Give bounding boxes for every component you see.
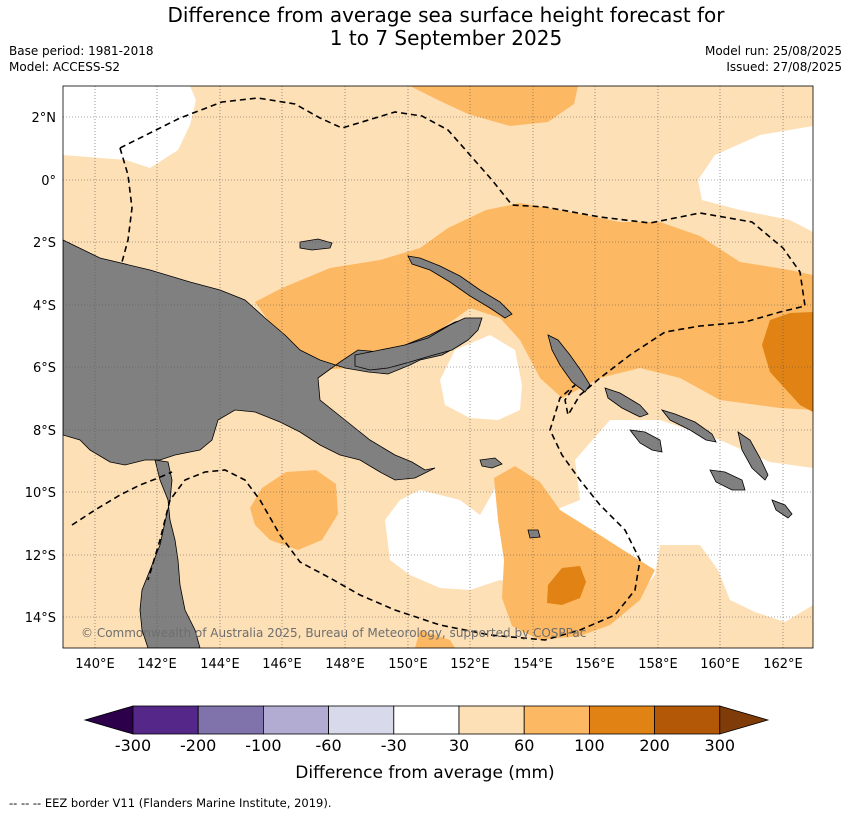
lat-label: 6°S [33, 361, 56, 376]
latitude-labels: 2°N 0° 2°S 4°S 6°S 8°S 10°S 12°S 14°S [25, 111, 56, 626]
model-name: Model: ACCESS-S2 [9, 60, 121, 74]
colorbar-segment [654, 705, 721, 735]
colorbar-extend-high [719, 705, 770, 735]
longitude-labels: 140°E 142°E 144°E 146°E 148°E 150°E 152°… [75, 657, 803, 672]
land [63, 238, 793, 648]
new-guinea-landmass [63, 239, 481, 481]
copyright-text: © Commonwealth of Australia 2025, Bureau… [81, 626, 586, 640]
colorbar-segment [132, 705, 199, 735]
map-title: Difference from average sea surface heig… [0, 4, 850, 50]
eez-legend-note: -- -- -- EEZ border V11 (Flanders Marine… [9, 796, 332, 810]
colorbar-tick-label: -300 [115, 736, 151, 755]
colorbar-segment [393, 705, 460, 735]
map-area: © Commonwealth of Australia 2025, Bureau… [63, 86, 813, 648]
solomon-islands-2 [660, 409, 717, 443]
colorbar-extend-low [83, 705, 134, 735]
new-ireland-island [407, 255, 513, 319]
colorbar: -300 -200 -100 -60 -30 30 60 100 200 300 [83, 705, 770, 755]
lon-label: 140°E [75, 657, 115, 672]
solomon-islands-3 [629, 429, 663, 453]
lat-label: 2°S [33, 236, 56, 251]
lat-label: 14°S [25, 611, 56, 626]
lat-label: 10°S [25, 486, 56, 501]
lon-label: 152°E [450, 657, 490, 672]
colorbar-tick-label: -100 [245, 736, 281, 755]
lon-label: 154°E [513, 657, 553, 672]
colorbar-tick-label: 60 [514, 736, 534, 755]
island-d-entrecasteaux [479, 457, 503, 469]
lon-label: 160°E [700, 657, 740, 672]
colorbar-segment [589, 705, 656, 735]
colorbar-tick-label: 30 [449, 736, 469, 755]
eez-border-south-west [71, 471, 173, 526]
anomaly-band-100-200-east [762, 312, 813, 412]
anomaly-band-60-100-west [250, 470, 338, 550]
lon-label: 162°E [763, 657, 803, 672]
anomaly-band-60-100-main [255, 203, 813, 410]
colorbar-segment [262, 705, 329, 735]
eez-border-png [119, 97, 806, 641]
solomon-islands-4 [709, 469, 746, 491]
map-frame [62, 85, 814, 649]
anomaly-band-60-100-north [410, 86, 578, 126]
cape-york-peninsula [139, 459, 201, 648]
anomaly-band-100-200-south [547, 566, 586, 605]
meta-left: Base period: 1981-2018 Model: ACCESS-S2 [9, 43, 154, 75]
near-zero-zone-centre [440, 335, 522, 420]
model-run: Model run: 25/08/2025 [704, 44, 842, 58]
anomaly-band-60-100-south [494, 466, 655, 640]
lon-label: 142°E [137, 657, 177, 672]
lat-label: 0° [41, 174, 56, 189]
colorbar-tick-label: 100 [574, 736, 605, 755]
graticule [63, 86, 813, 648]
lon-label: 158°E [638, 657, 678, 672]
colorbar-segment [523, 705, 590, 735]
title-line-1: Difference from average sea surface heig… [167, 3, 725, 27]
colorbar-tick-label: -60 [316, 736, 342, 755]
colorbar-tick-label: -200 [180, 736, 216, 755]
near-zero-zone-north [63, 86, 196, 168]
near-zero-zone-coral-sea [385, 420, 813, 622]
lat-label: 4°S [33, 299, 56, 314]
anomaly-band-60-100-southwest [415, 630, 455, 648]
title-line-2: 1 to 7 September 2025 [329, 26, 563, 50]
colorbar-title: Difference from average (mm) [295, 763, 554, 783]
lon-label: 150°E [388, 657, 428, 672]
near-zero-zone-northeast [698, 126, 813, 232]
lon-label: 146°E [262, 657, 302, 672]
meta-right: Model run: 25/08/2025 Issued: 27/08/2025 [705, 43, 842, 75]
colorbar-segment [328, 705, 395, 735]
eez-border-west [119, 147, 133, 263]
island-louisiade [527, 529, 541, 539]
colorbar-segment [197, 705, 264, 735]
lon-label: 148°E [325, 657, 365, 672]
colorbar-tick-label: 200 [639, 736, 670, 755]
lon-label: 156°E [575, 657, 615, 672]
lat-label: 8°S [33, 424, 56, 439]
lat-label: 12°S [25, 549, 56, 564]
new-britain-island [354, 317, 483, 371]
issued-date: Issued: 27/08/2025 [726, 60, 842, 74]
colorbar-tick-label: -30 [381, 736, 407, 755]
solomon-islands-5 [737, 431, 769, 481]
solomon-islands-1 [604, 387, 649, 418]
base-period: Base period: 1981-2018 [9, 44, 154, 58]
colorbar-tick-label: 300 [705, 736, 736, 755]
lat-label: 2°N [32, 111, 57, 126]
island-east-1 [771, 499, 793, 519]
lon-label: 144°E [200, 657, 240, 672]
colorbar-segment [458, 705, 525, 735]
